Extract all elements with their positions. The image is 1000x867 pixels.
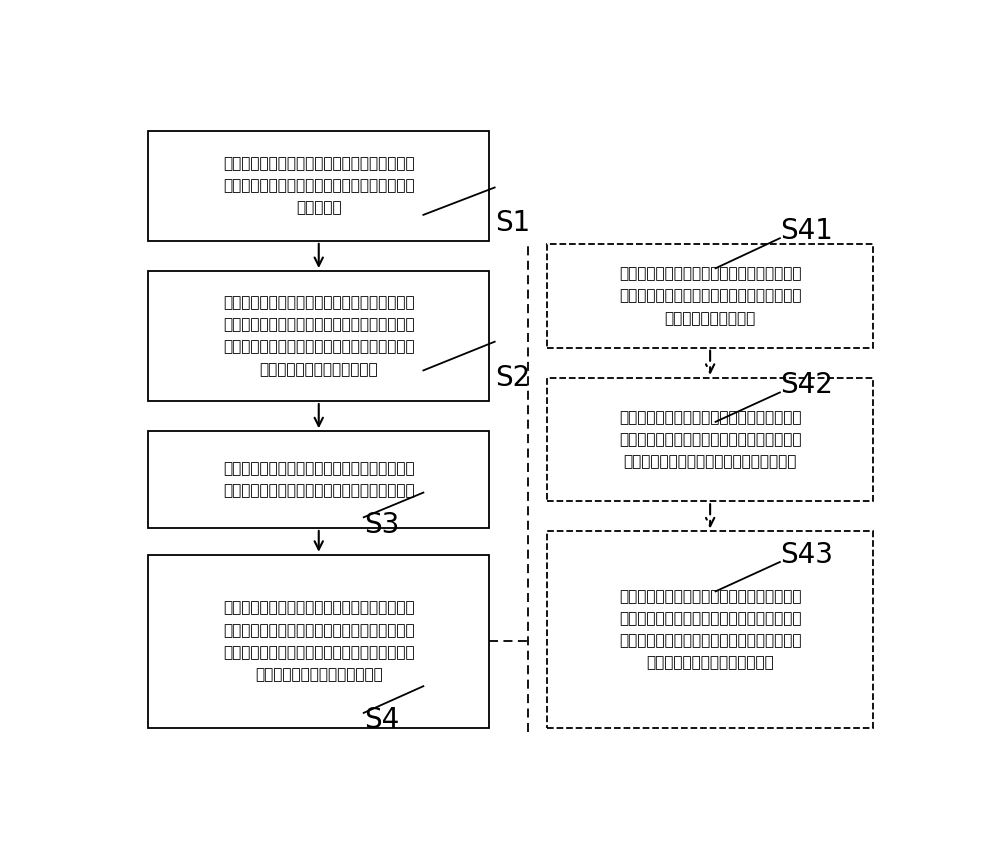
Text: 基于目标储层归一化密度测井数据和归一化声
波时差测井数据，确定目标储层归一化声波时
差与归一化密度的差值: 基于目标储层归一化密度测井数据和归一化声 波时差测井数据，确定目标储层归一化声波… — [619, 266, 801, 326]
Text: S43: S43 — [780, 541, 833, 569]
FancyBboxPatch shape — [547, 531, 873, 728]
FancyBboxPatch shape — [148, 555, 489, 728]
FancyBboxPatch shape — [148, 131, 489, 241]
Text: 获取目标储层的密度测井数据、中子测井数据、
声波时差测井数据、深电阻率测井数据和浅电阻
率测井数据: 获取目标储层的密度测井数据、中子测井数据、 声波时差测井数据、深电阻率测井数据和… — [223, 156, 415, 216]
Text: S41: S41 — [780, 217, 833, 244]
Text: S3: S3 — [364, 511, 399, 538]
Text: 基于目标储层浊沸石胶结砂砾岩储层类型识别
因子和目标储层归一化声波时差与归一化密度
的差值，判断目标储层为浊沸石胶结砂砾岩储
层或不含浊沸石胶结砂砾岩储层: 基于目标储层浊沸石胶结砂砾岩储层类型识别 因子和目标储层归一化声波时差与归一化密… — [619, 589, 801, 670]
Text: S42: S42 — [780, 371, 833, 399]
FancyBboxPatch shape — [148, 271, 489, 401]
FancyBboxPatch shape — [547, 244, 873, 348]
Text: 基于目标储层归一化中子测井数据、归一化声
波时差测井数据以及深浅电阻率比值，确定目
标储层浊沸石胶结砂砾岩储层类型识别因子: 基于目标储层归一化中子测井数据、归一化声 波时差测井数据以及深浅电阻率比值，确定… — [619, 410, 801, 469]
FancyBboxPatch shape — [148, 431, 489, 528]
Text: S2: S2 — [495, 364, 531, 392]
Text: 基于目标储层归一化密度测井数据、归一化中子
测井数据、归一化声波时差测井数据以及深浅电
阻率比值，判断目标储层为浊沸石胶结砂砾岩储
层或不含浊沸石胶结砂砾岩储层: 基于目标储层归一化密度测井数据、归一化中子 测井数据、归一化声波时差测井数据以及… — [223, 601, 415, 682]
Text: 对获取的目标储层的密度测井数据、中子测井数
据、声波时差测井数据进行归一化处理，得到目
标储层归一化密度测井数据、归一化中子测井数
据、归一化声波时差测井数据: 对获取的目标储层的密度测井数据、中子测井数 据、声波时差测井数据进行归一化处理，… — [223, 296, 415, 377]
Text: S1: S1 — [495, 209, 531, 237]
Text: 基于获取的目标储层的深电阻率测井数据和浅电
阻率测井数据，确定目标储层的深浅电阻率比值: 基于获取的目标储层的深电阻率测井数据和浅电 阻率测井数据，确定目标储层的深浅电阻… — [223, 461, 415, 499]
FancyBboxPatch shape — [547, 378, 873, 501]
Text: S4: S4 — [364, 707, 399, 734]
